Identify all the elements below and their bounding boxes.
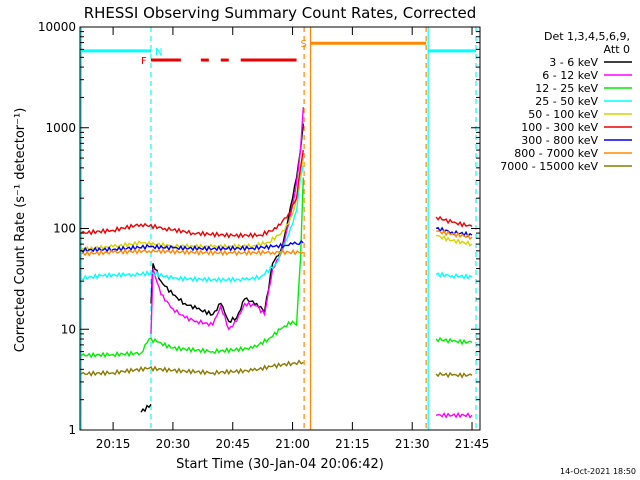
x-tick-label-4: 21:15 xyxy=(335,437,370,451)
series-line-300-800-kev-0 xyxy=(80,240,304,254)
flag-f-label: F xyxy=(141,56,147,67)
series-line-12-25-kev-1 xyxy=(435,336,473,346)
legend-label-2: 12 - 25 keV xyxy=(535,82,598,95)
x-tick-label-3: 21:00 xyxy=(275,437,310,451)
series-line-100-300-kev-1 xyxy=(435,215,473,228)
x-axis-label: Start Time (30-Jan-04 20:06:42) xyxy=(176,457,384,472)
series-line-3-6-kev-0 xyxy=(140,403,152,413)
series-line-50-100-kev-0 xyxy=(80,157,304,253)
y-tick-label-1: 10 xyxy=(61,322,76,336)
x-tick-label-6: 21:45 xyxy=(455,437,490,451)
y-axis-label: Corrected Count Rate (s⁻¹ detector⁻¹) xyxy=(13,108,28,353)
series-line-25-50-kev-1 xyxy=(435,271,473,280)
series-line-800-7000-kev-1 xyxy=(436,229,473,241)
legend-label-3: 25 - 50 keV xyxy=(535,95,598,108)
series-line-6-12-kev-1 xyxy=(435,411,473,419)
legend-label-0: 3 - 6 keV xyxy=(549,56,598,69)
series-line-300-800-kev-1 xyxy=(435,226,473,238)
x-tick-label-2: 20:45 xyxy=(215,437,250,451)
legend-label-5: 100 - 300 keV xyxy=(521,121,598,134)
legend-label-7: 800 - 7000 keV xyxy=(514,147,598,160)
series-line-3-6-kev-1 xyxy=(150,123,304,324)
series-line-50-100-kev-1 xyxy=(436,234,473,247)
series-line-100-300-kev-0 xyxy=(80,149,304,239)
x-tick-label-0: 20:15 xyxy=(96,437,131,451)
x-tick-label-5: 21:30 xyxy=(395,437,430,451)
y-tick-label-4: 10000 xyxy=(38,20,76,34)
footer-timestamp: 14-Oct-2021 18:50 xyxy=(560,467,636,476)
y-tick-label-3: 1000 xyxy=(45,121,76,135)
legend-label-1: 6 - 12 keV xyxy=(542,69,598,82)
x-tick-label-1: 20:30 xyxy=(156,437,191,451)
legend-label-4: 50 - 100 keV xyxy=(528,108,598,121)
series-line-7000-15000-kev-0 xyxy=(80,359,304,377)
series-line-12-25-kev-0 xyxy=(80,177,304,359)
legend-label-6: 300 - 800 keV xyxy=(521,134,598,147)
series-line-800-7000-kev-0 xyxy=(80,247,304,257)
plot-area: NF S 20:15 20:30 20:45 21:00 21:15 21:30 21:45 1 1… xyxy=(38,20,490,451)
series-line-7000-15000-kev-1 xyxy=(435,371,473,379)
y-tick-label-2: 100 xyxy=(53,222,76,236)
series-line-6-12-kev-0 xyxy=(150,107,304,334)
flag-s-label: S xyxy=(301,39,307,50)
legend-header-detectors: Det 1,3,4,5,6,9, xyxy=(544,30,630,43)
legend-header-attenuator: Att 0 xyxy=(604,43,630,56)
chart-title: RHESSI Observing Summary Count Rates, Co… xyxy=(84,4,477,22)
series-line-25-50-kev-0 xyxy=(80,165,304,284)
flag-n-label: N xyxy=(155,47,162,58)
legend-label-8: 7000 - 15000 keV xyxy=(500,160,598,173)
y-tick-label-0: 1 xyxy=(68,423,76,437)
